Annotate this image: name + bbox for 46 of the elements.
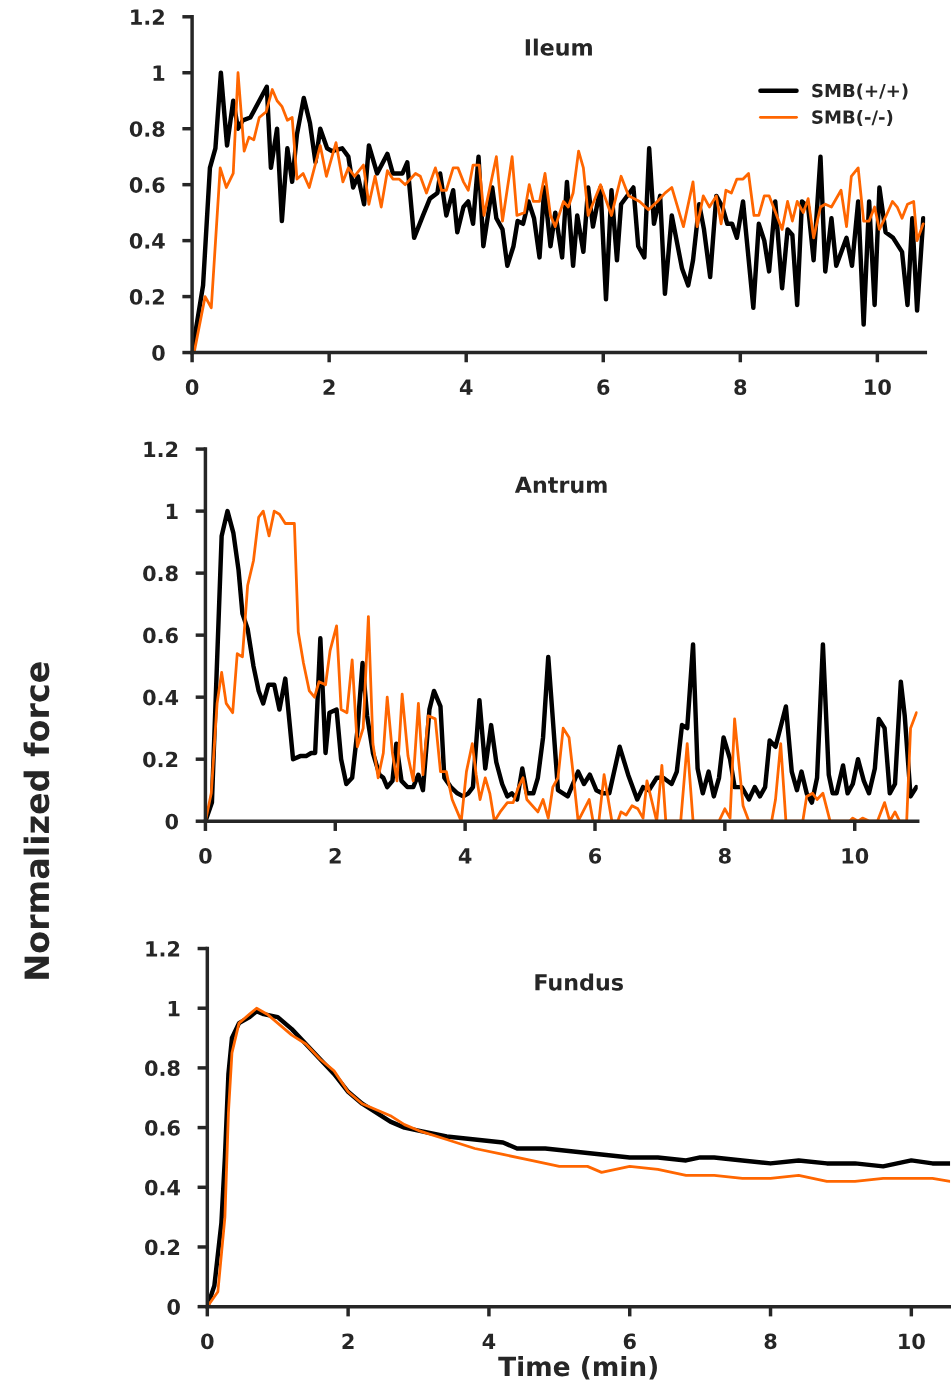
- y-tick-label: 0.2: [143, 751, 178, 768]
- text: Ileum: [525, 38, 592, 56]
- x-tick-label: 4: [458, 848, 472, 864]
- y-tick-label: 0.6: [129, 177, 165, 193]
- x-tick-label: 0: [199, 847, 212, 864]
- y-tick-label: 0: [167, 1299, 180, 1315]
- x-axis-title: Time (min): [498, 1356, 657, 1380]
- text: Fundus: [535, 973, 623, 991]
- y-axis-title: Normalized force: [23, 662, 50, 979]
- y-tick-label: 0.8: [145, 1060, 180, 1077]
- x-tick-label: 10: [842, 847, 869, 864]
- x-tick-label: 8: [718, 847, 731, 864]
- x-tick-label: 0: [185, 379, 199, 396]
- y-tick-label: 0.4: [145, 1179, 180, 1196]
- x-tick-label: 10: [865, 379, 891, 396]
- y-tick-label: 1: [153, 65, 165, 81]
- text: Antrum: [514, 476, 607, 494]
- y-tick-label: 0.8: [129, 121, 165, 137]
- x-tick-label: 4: [459, 379, 473, 395]
- x-tick-label: 8: [764, 1333, 777, 1350]
- x-tick-label: 0: [201, 1333, 214, 1350]
- y-tick-label: 1: [168, 1000, 180, 1017]
- y-tick-label: 0.6: [145, 1120, 180, 1136]
- y-tick-label: 1.2: [144, 441, 178, 457]
- x-tick-label: 2: [323, 379, 335, 395]
- x-tick-label: 2: [329, 847, 341, 864]
- x-tick-label: 4: [482, 1333, 496, 1349]
- legend-label: SMB(-/-): [812, 109, 893, 126]
- x-tick-label: 2: [342, 1333, 354, 1349]
- x-tick-label: 6: [623, 1333, 636, 1350]
- x-tick-label: 10: [899, 1333, 925, 1350]
- y-tick-label: 1: [166, 503, 178, 520]
- y-tick-label: 0.4: [143, 689, 179, 706]
- legend-label: SMB(+/+): [812, 83, 908, 100]
- y-tick-label: 1.2: [131, 9, 164, 25]
- x-tick-label: 6: [589, 847, 602, 864]
- y-tick-label: 0.8: [143, 565, 178, 582]
- y-tick-label: 0: [165, 813, 179, 830]
- y-tick-label: 1.2: [146, 940, 180, 957]
- x-tick-label: 6: [597, 379, 610, 396]
- y-tick-label: 0.4: [129, 233, 165, 249]
- y-tick-label: 0: [152, 345, 165, 361]
- y-tick-label: 0.2: [145, 1239, 180, 1256]
- y-tick-label: 0.6: [143, 627, 178, 644]
- x-tick-label: 8: [734, 379, 747, 396]
- y-tick-label: 0.2: [129, 289, 164, 305]
